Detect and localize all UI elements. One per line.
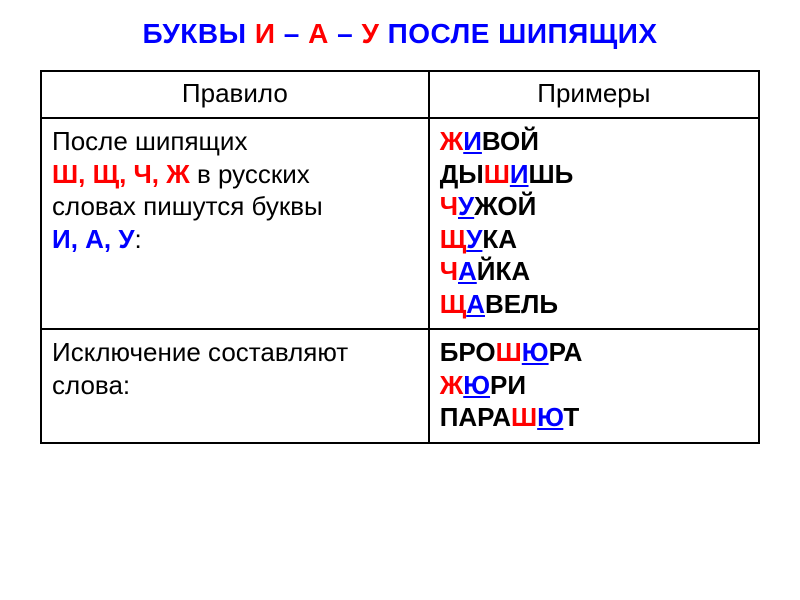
ex2-w1-vowel: Ю — [522, 337, 549, 367]
page-title: БУКВЫ И – А – У ПОСЛЕ ШИПЯЩИХ — [40, 18, 760, 50]
ex2-w3-cons: Ш — [511, 402, 537, 432]
ex2-w2-vowel: Ю — [463, 370, 490, 400]
rule1-line1: После шипящих — [52, 125, 418, 158]
ex2-w3-vowel: Ю — [537, 402, 563, 432]
ex1-w2-rest: ШЬ — [529, 159, 574, 189]
header-examples: Примеры — [429, 71, 759, 118]
table-row: Исключение составляют слова: БРОШЮРА ЖЮР… — [41, 329, 759, 443]
ex1-w2-pre: ДЫ — [440, 159, 484, 189]
ex2-w3-rest: Т — [563, 402, 579, 432]
ex1-w6-cons: Щ — [440, 289, 467, 319]
rule1-colon: : — [135, 224, 142, 254]
title-part-2: ПОСЛЕ ШИПЯЩИХ — [379, 18, 657, 49]
ex2-w2-rest: РИ — [490, 370, 526, 400]
example-word-5: ЧАЙКА — [440, 255, 748, 288]
ex1-w1-rest: ВОЙ — [482, 126, 539, 156]
ex1-w3-rest: ЖОЙ — [474, 191, 536, 221]
title-dash-2: – — [329, 18, 362, 49]
ex2-w3-pre: ПАРА — [440, 402, 511, 432]
page: БУКВЫ И – А – У ПОСЛЕ ШИПЯЩИХ Правило Пр… — [0, 0, 800, 600]
rule1-line2-rest: в русских — [190, 159, 310, 189]
ex1-w1-vowel: И — [463, 126, 482, 156]
example-word-6: ЩАВЕЛЬ — [440, 288, 748, 321]
rule-cell-1: После шипящих Ш, Щ, Ч, Ж в русских слова… — [41, 118, 429, 329]
ex1-w1-cons: Ж — [440, 126, 464, 156]
ex1-w5-vowel: А — [458, 256, 477, 286]
example-word-1: ЖИВОЙ — [440, 125, 748, 158]
ex1-w5-rest: ЙКА — [477, 256, 530, 286]
title-letter-i: И — [255, 18, 276, 49]
ex1-w3-cons: Ч — [440, 191, 458, 221]
rules-table: Правило Примеры После шипящих Ш, Щ, Ч, Ж… — [40, 70, 760, 444]
rule1-line4: И, А, У: — [52, 223, 418, 256]
exception-word-3: ПАРАШЮТ — [440, 401, 748, 434]
title-letter-u: У — [361, 18, 379, 49]
ex2-w1-pre: БРО — [440, 337, 496, 367]
rule1-consonants: Ш, Щ, Ч, Ж — [52, 159, 190, 189]
ex1-w4-rest: КА — [482, 224, 517, 254]
example-word-4: ЩУКА — [440, 223, 748, 256]
rule1-line2: Ш, Щ, Ч, Ж в русских — [52, 158, 418, 191]
rule1-vowels: И, А, У — [52, 224, 135, 254]
ex1-w4-vowel: У — [466, 224, 482, 254]
ex2-w1-cons: Ш — [496, 337, 522, 367]
exception-word-1: БРОШЮРА — [440, 336, 748, 369]
example-word-2: ДЫШИШЬ — [440, 158, 748, 191]
title-part-1: БУКВЫ — [142, 18, 254, 49]
rule-cell-2: Исключение составляют слова: — [41, 329, 429, 443]
ex1-w2-cons: Ш — [484, 159, 510, 189]
ex1-w4-cons: Щ — [440, 224, 467, 254]
title-dash-1: – — [275, 18, 308, 49]
example-word-3: ЧУЖОЙ — [440, 190, 748, 223]
ex2-w1-rest: РА — [549, 337, 583, 367]
ex1-w5-cons: Ч — [440, 256, 458, 286]
ex2-w2-cons: Ж — [440, 370, 464, 400]
ex1-w2-vowel: И — [510, 159, 529, 189]
table-header-row: Правило Примеры — [41, 71, 759, 118]
rule2-line2: слова: — [52, 369, 418, 402]
exception-word-2: ЖЮРИ — [440, 369, 748, 402]
table-row: После шипящих Ш, Щ, Ч, Ж в русских слова… — [41, 118, 759, 329]
rule1-line3: словах пишутся буквы — [52, 190, 418, 223]
rule2-line1: Исключение составляют — [52, 336, 418, 369]
examples-cell-1: ЖИВОЙ ДЫШИШЬ ЧУЖОЙ ЩУКА ЧАЙКА ЩАВЕЛЬ — [429, 118, 759, 329]
header-rule: Правило — [41, 71, 429, 118]
ex1-w6-vowel: А — [466, 289, 485, 319]
examples-cell-2: БРОШЮРА ЖЮРИ ПАРАШЮТ — [429, 329, 759, 443]
ex1-w3-vowel: У — [458, 191, 474, 221]
title-letter-a: А — [308, 18, 329, 49]
ex1-w6-rest: ВЕЛЬ — [485, 289, 558, 319]
